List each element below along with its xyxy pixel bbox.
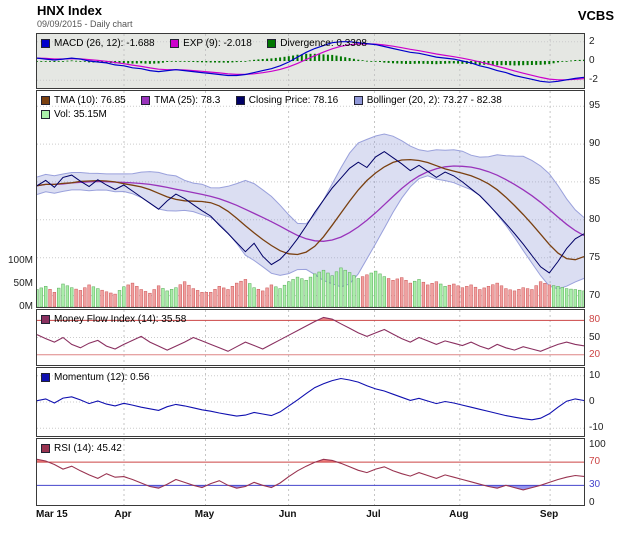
- price-legend-row1: TMA (10): 76.85 TMA (25): 78.3 Closing P…: [41, 92, 513, 110]
- exp-legend-item: EXP (9): -2.018: [170, 38, 252, 49]
- momentum-legend: Momentum (12): 0.56: [41, 369, 161, 387]
- y-axis-label: 85: [589, 175, 601, 187]
- y-axis-label: 95: [589, 100, 601, 112]
- rsi-legend: RSI (14): 45.42: [41, 440, 133, 458]
- mfi-plot: [37, 310, 584, 365]
- mfi-panel: Money Flow Index (14): 35.58: [36, 309, 585, 366]
- mfi-legend: Money Flow Index (14): 35.58: [41, 311, 197, 329]
- x-axis-label: May: [194, 509, 215, 520]
- momentum-legend-label: Momentum (12): 0.56: [54, 372, 150, 383]
- volume-legend-label: Vol: 35.15M: [54, 109, 107, 120]
- momentum-swatch-icon: [41, 373, 50, 382]
- exp-swatch-icon: [170, 39, 180, 48]
- bollinger-swatch-icon: [353, 96, 363, 105]
- macd-plot: [37, 34, 584, 88]
- rsi-legend-item: RSI (14): 45.42: [41, 443, 122, 454]
- y-axis-label: 50: [589, 331, 601, 343]
- price-legend-row2: Vol: 35.15M: [41, 106, 118, 124]
- exp-legend-label: EXP (9): -2.018: [183, 38, 252, 49]
- macd-legend-label: MACD (26, 12): -1.688: [54, 38, 155, 49]
- closing-price-legend-label: Closing Price: 78.16: [248, 95, 339, 106]
- y-axis-label: 30: [589, 479, 601, 491]
- bollinger-legend-item: Bollinger (20, 2): 73.27 - 82.38: [353, 95, 502, 106]
- mfi-swatch-icon: [41, 315, 50, 324]
- y-axis-label: 0: [589, 55, 595, 66]
- mfi-legend-label: Money Flow Index (14): 35.58: [54, 314, 187, 325]
- momentum-panel: Momentum (12): 0.56: [36, 367, 585, 437]
- macd-swatch-icon: [41, 39, 50, 48]
- rsi-panel: RSI (14): 45.42: [36, 438, 585, 506]
- bollinger-legend-label: Bollinger (20, 2): 73.27 - 82.38: [366, 95, 502, 106]
- closing-price-swatch-icon: [235, 96, 245, 105]
- y-axis-label: 80: [589, 314, 601, 326]
- momentum-legend-item: Momentum (12): 0.56: [41, 372, 150, 383]
- y-axis-label: -2: [589, 74, 598, 86]
- y-axis-label: 0: [589, 396, 595, 407]
- tma25-legend-item: TMA (25): 78.3: [141, 95, 220, 106]
- closing-price-legend-item: Closing Price: 78.16: [235, 95, 339, 106]
- y-axis-label: 2: [589, 35, 595, 47]
- y-axis-label: -10: [589, 422, 604, 434]
- y-axis-label: 90: [589, 138, 601, 150]
- divergence-legend-label: Divergence: 0.3308: [280, 38, 367, 49]
- y-axis-label: 70: [589, 456, 601, 468]
- chart-subtitle: 09/09/2015 - Daily chart: [37, 19, 133, 29]
- tma10-legend-item: TMA (10): 76.85: [41, 95, 126, 106]
- x-axis-label: Sep: [539, 509, 559, 520]
- momentum-plot: [37, 368, 584, 436]
- price-plot: [37, 91, 584, 307]
- y-axis-label: 20: [589, 348, 601, 360]
- divergence-swatch-icon: [267, 39, 277, 48]
- price-panel: TMA (10): 76.85 TMA (25): 78.3 Closing P…: [36, 90, 585, 308]
- rsi-legend-label: RSI (14): 45.42: [54, 443, 122, 454]
- y-axis-label: 70: [589, 289, 601, 301]
- volume-legend-item: Vol: 35.15M: [41, 109, 107, 120]
- mfi-legend-item: Money Flow Index (14): 35.58: [41, 314, 186, 325]
- macd-legend: MACD (26, 12): -1.688 EXP (9): -2.018 Di…: [41, 35, 378, 53]
- y-axis-label: 100: [589, 438, 606, 450]
- macd-panel: MACD (26, 12): -1.688 EXP (9): -2.018 Di…: [36, 33, 585, 89]
- rsi-plot: [37, 439, 584, 505]
- volume-axis-label: 50M: [13, 278, 33, 289]
- y-axis-label: 80: [589, 213, 601, 225]
- x-axis-label: Jul: [366, 509, 381, 520]
- x-axis-label: Aug: [449, 509, 469, 520]
- tma10-swatch-icon: [41, 96, 50, 105]
- y-axis-label: 75: [589, 251, 601, 263]
- rsi-swatch-icon: [41, 444, 50, 453]
- macd-legend-item: MACD (26, 12): -1.688: [41, 38, 155, 49]
- y-axis-label: 10: [589, 369, 601, 381]
- tma25-swatch-icon: [141, 96, 151, 105]
- volume-axis-label: 100M: [7, 255, 33, 266]
- volume-swatch-icon: [41, 110, 50, 119]
- y-axis-label: 0: [589, 496, 595, 508]
- x-axis-label: Mar 15: [36, 509, 68, 520]
- brand-logo: VCBS: [577, 8, 614, 23]
- tma25-legend-label: TMA (25): 78.3: [154, 95, 221, 106]
- divergence-legend-item: Divergence: 0.3308: [267, 38, 367, 49]
- x-axis-label: Apr: [114, 509, 132, 520]
- tma10-legend-label: TMA (10): 76.85: [54, 95, 126, 106]
- x-axis-label: Jun: [278, 509, 297, 520]
- chart-title: HNX Index: [37, 3, 103, 18]
- volume-axis-label: 0M: [19, 301, 33, 312]
